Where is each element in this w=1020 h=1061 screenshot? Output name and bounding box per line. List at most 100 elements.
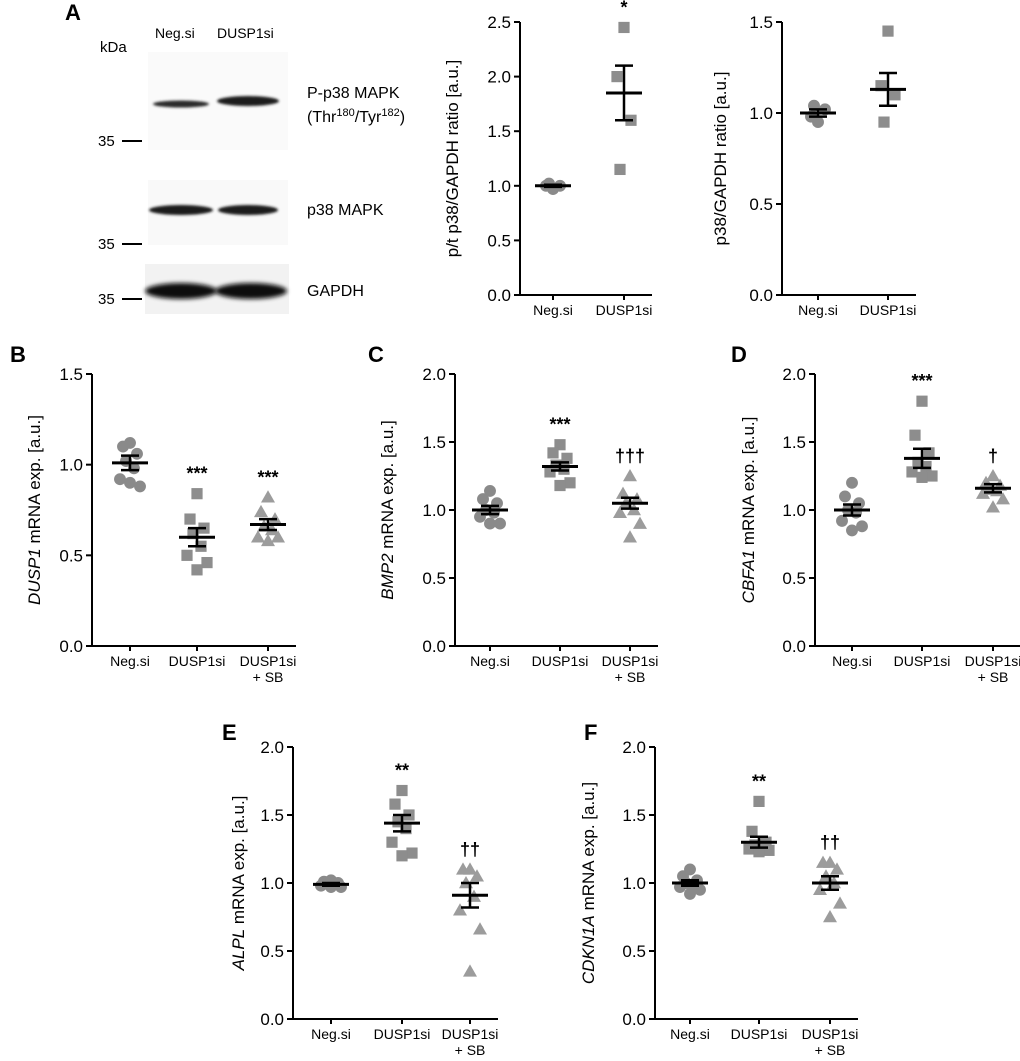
data-point — [473, 922, 487, 935]
y-axis-unit: mRNA exp. [a.u.] — [579, 782, 598, 915]
data-point — [453, 903, 467, 916]
y-tick-label: 0.5 — [487, 231, 511, 250]
data-point — [846, 476, 858, 489]
data-point — [134, 480, 146, 493]
x-tick-label: DUSP1si — [602, 653, 659, 669]
sublabel-part: /Tyr — [355, 109, 382, 126]
blot-kda-label: kDa — [100, 39, 127, 56]
panel-letter-c: C — [368, 342, 384, 367]
y-tick-label: 0.0 — [487, 286, 511, 305]
data-point — [633, 516, 647, 529]
data-point — [254, 504, 268, 518]
data-point — [986, 500, 1000, 513]
x-tick-label: DUSP1si — [802, 1026, 859, 1042]
blot-band — [215, 283, 287, 299]
panel-letter-e: E — [222, 720, 237, 745]
data-point — [396, 784, 408, 797]
blot-marker-label: 35 — [98, 133, 115, 150]
x-tick-label: DUSP1si — [965, 653, 1020, 669]
x-tick-label: + SB — [978, 669, 1009, 685]
x-tick-label: DUSP1si — [860, 302, 917, 318]
significance-mark: *** — [911, 371, 932, 391]
data-point — [181, 549, 193, 561]
y-tick-label: 1.0 — [59, 456, 83, 475]
data-point — [833, 896, 847, 909]
data-point — [547, 447, 559, 459]
data-point — [839, 490, 851, 503]
x-tick-label: DUSP1si — [894, 653, 951, 669]
data-point — [746, 825, 758, 837]
blot-band — [149, 205, 213, 215]
data-point — [853, 497, 865, 510]
data-point — [753, 846, 765, 858]
data-point — [614, 163, 626, 176]
data-point — [623, 469, 637, 482]
sublabel-superscript: 182 — [381, 107, 399, 119]
y-tick-label: 0.0 — [622, 1010, 646, 1029]
data-point — [124, 476, 136, 489]
x-tick-label: DUSP1si — [532, 653, 589, 669]
data-point — [813, 882, 827, 896]
sublabel-part: ) — [400, 109, 405, 126]
panel-letter-b: B — [10, 342, 26, 367]
y-tick-label: 1.5 — [487, 122, 511, 141]
x-tick-label: + SB — [615, 669, 646, 685]
x-tick-label: + SB — [815, 1042, 846, 1058]
y-tick-label: 1.5 — [59, 365, 83, 384]
y-tick-label: 0.5 — [622, 942, 646, 961]
data-point — [474, 510, 486, 523]
blot-band-sublabel: (Thr180/Tyr182) — [307, 107, 405, 126]
data-point — [564, 477, 576, 489]
chart-a: 0.0 0.5 1.0 1.5 2.0 2.5 Neg.si DUSP1si p/t p38/G… — [443, 0, 652, 318]
y-axis-title: ALPL mRNA exp. [a.u.] — [229, 796, 248, 972]
blot-marker-label: 35 — [98, 236, 115, 253]
y-axis-gene: CDKN1A — [579, 915, 598, 984]
data-point — [618, 21, 630, 34]
panel-letter-d: D — [731, 342, 747, 367]
y-tick-label: 0.0 — [749, 286, 773, 305]
panel-letter-f: F — [584, 720, 597, 745]
y-axis-title: p/t p38/GAPDH ratio [a.u.] — [443, 60, 462, 257]
y-tick-label: 2.0 — [487, 68, 511, 87]
data-point — [201, 556, 213, 569]
significance-mark: ** — [395, 761, 409, 781]
blot-band — [145, 283, 217, 299]
blot-band — [218, 205, 278, 215]
data-point — [131, 447, 143, 460]
y-tick-label: 1.5 — [260, 806, 284, 825]
significance-mark: * — [620, 0, 627, 17]
blot-band-label: GAPDH — [307, 283, 364, 300]
data-point — [616, 486, 630, 499]
y-tick-label: 1.5 — [622, 806, 646, 825]
y-axis-title: BMP2 mRNA exp. [a.u.] — [378, 420, 397, 600]
y-tick-label: 1.5 — [749, 13, 773, 32]
y-tick-label: 2.0 — [260, 738, 284, 757]
data-point — [191, 488, 203, 500]
data-point — [823, 910, 837, 923]
y-axis-title: DUSP1 mRNA exp. [a.u.] — [25, 415, 44, 605]
data-point — [830, 862, 844, 875]
y-tick-label: 0.0 — [422, 637, 446, 656]
western-blot: kDa Neg.si DUSP1si 35 35 35 P-p38 MAPK (… — [98, 25, 405, 314]
data-point — [396, 850, 408, 862]
data-point — [477, 493, 489, 506]
data-point — [261, 533, 275, 547]
data-point — [878, 116, 890, 128]
data-point — [996, 492, 1010, 505]
data-point — [187, 527, 199, 540]
data-point — [912, 456, 924, 468]
data-point — [611, 71, 623, 83]
x-tick-label: Neg.si — [110, 653, 150, 669]
x-tick-label: Neg.si — [533, 302, 573, 318]
y-tick-label: 0.0 — [59, 637, 83, 656]
data-point — [494, 517, 506, 530]
blot-band — [217, 96, 279, 106]
data-point — [623, 530, 637, 543]
data-point — [389, 798, 401, 810]
y-axis-title: CDKN1A mRNA exp. [a.u.] — [579, 782, 598, 984]
data-point — [191, 564, 203, 576]
data-point — [554, 439, 566, 451]
